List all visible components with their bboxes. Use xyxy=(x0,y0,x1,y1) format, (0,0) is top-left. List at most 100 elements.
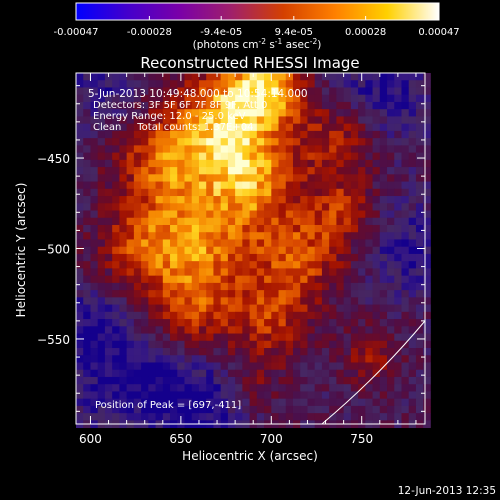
heatmap-cell xyxy=(321,174,330,182)
heatmap-cell xyxy=(90,261,99,269)
heatmap-cell xyxy=(76,130,84,139)
heatmap-cell xyxy=(242,369,250,378)
heatmap-cell xyxy=(119,130,128,139)
heatmap-cell xyxy=(372,188,381,197)
heatmap-cell xyxy=(162,138,171,146)
heatmap-cell xyxy=(401,80,410,88)
heatmap-cell xyxy=(415,80,424,88)
heatmap-cell xyxy=(184,304,193,313)
heatmap-cell xyxy=(141,94,149,103)
heatmap-cell xyxy=(350,109,359,117)
heatmap-cell xyxy=(191,87,200,96)
heatmap-cell xyxy=(292,101,301,110)
heatmap-cell xyxy=(307,217,316,226)
heatmap-cell xyxy=(97,217,106,226)
heatmap-cell xyxy=(256,101,265,110)
heatmap-cell xyxy=(112,384,120,392)
heatmap-cell xyxy=(415,73,424,81)
heatmap-cell xyxy=(271,130,279,139)
heatmap-cell xyxy=(329,217,337,226)
heatmap-cell xyxy=(76,94,84,103)
heatmap-cell xyxy=(213,333,222,342)
heatmap-cell xyxy=(423,340,431,349)
heatmap-cell xyxy=(401,159,410,168)
heatmap-cell xyxy=(285,319,294,327)
heatmap-cell xyxy=(162,196,171,204)
heatmap-cell xyxy=(141,145,149,154)
heatmap-cell xyxy=(379,224,388,233)
heatmap-cell xyxy=(141,196,149,204)
heatmap-cell xyxy=(104,145,113,154)
heatmap-cell xyxy=(155,362,164,371)
heatmap-cell xyxy=(148,94,156,103)
heatmap-cell xyxy=(213,188,222,197)
heatmap-cell xyxy=(264,152,272,161)
heatmap-cell xyxy=(227,304,236,313)
heatmap-cell xyxy=(76,391,84,400)
heatmap-cell xyxy=(379,196,388,204)
heatmap-cell xyxy=(191,261,200,269)
heatmap-cell xyxy=(394,246,402,255)
heatmap-cell xyxy=(329,362,337,371)
heatmap-cell xyxy=(133,217,142,226)
heatmap-cell xyxy=(119,282,128,291)
heatmap-cell xyxy=(423,355,431,363)
heatmap-cell xyxy=(141,167,149,175)
heatmap-cell xyxy=(198,138,207,146)
heatmap-cell xyxy=(278,130,287,139)
heatmap-cell xyxy=(408,348,417,356)
heatmap-cell xyxy=(292,376,301,385)
heatmap-cell xyxy=(307,319,316,327)
heatmap-cell xyxy=(249,326,258,334)
heatmap-cell xyxy=(90,405,99,414)
heatmap-cell xyxy=(379,73,388,81)
heatmap-cell xyxy=(314,109,323,117)
heatmap-cell xyxy=(112,398,120,407)
heatmap-cell xyxy=(104,196,113,204)
heatmap-cell xyxy=(350,203,359,211)
heatmap-cell xyxy=(162,80,171,88)
heatmap-cell xyxy=(300,290,308,298)
heatmap-cell xyxy=(387,188,395,197)
heatmap-cell xyxy=(97,376,106,385)
heatmap-cell xyxy=(90,282,99,291)
heatmap-cell xyxy=(235,188,243,197)
heatmap-cell xyxy=(148,348,156,356)
heatmap-cell xyxy=(119,362,128,371)
heatmap-cell xyxy=(76,232,84,240)
heatmap-cell xyxy=(198,145,207,154)
heatmap-cell xyxy=(83,391,91,400)
annotation-peak-position: Position of Peak = [697,-411] xyxy=(95,400,241,411)
heatmap-cell xyxy=(387,123,395,132)
heatmap-cell xyxy=(423,253,431,262)
heatmap-cell xyxy=(220,282,229,291)
heatmap-cell xyxy=(104,130,113,139)
heatmap-cell xyxy=(206,304,214,313)
x-axis-label: Heliocentric X (arcsec) xyxy=(182,449,318,463)
heatmap-cell xyxy=(278,167,287,175)
heatmap-cell xyxy=(155,333,164,342)
heatmap-cell xyxy=(249,246,258,255)
heatmap-cell xyxy=(155,181,164,190)
heatmap-cell xyxy=(264,362,272,371)
heatmap-cell xyxy=(401,304,410,313)
heatmap-cell xyxy=(329,87,337,96)
heatmap-cell xyxy=(256,138,265,146)
heatmap-cell xyxy=(307,405,316,414)
heatmap-cell xyxy=(300,282,308,291)
heatmap-cell xyxy=(213,174,222,182)
heatmap-cell xyxy=(379,391,388,400)
heatmap-cell xyxy=(126,152,135,161)
heatmap-cell xyxy=(177,188,185,197)
heatmap-cell xyxy=(350,326,359,334)
heatmap-cell xyxy=(170,196,178,204)
heatmap-cell xyxy=(83,246,91,255)
heatmap-cell xyxy=(155,80,164,88)
heatmap-cell xyxy=(112,282,120,291)
heatmap-cell xyxy=(126,333,135,342)
heatmap-cell xyxy=(184,181,193,190)
heatmap-cell xyxy=(256,261,265,269)
heatmap-cell xyxy=(278,87,287,96)
heatmap-cell xyxy=(401,348,410,356)
heatmap-cell xyxy=(227,232,236,240)
